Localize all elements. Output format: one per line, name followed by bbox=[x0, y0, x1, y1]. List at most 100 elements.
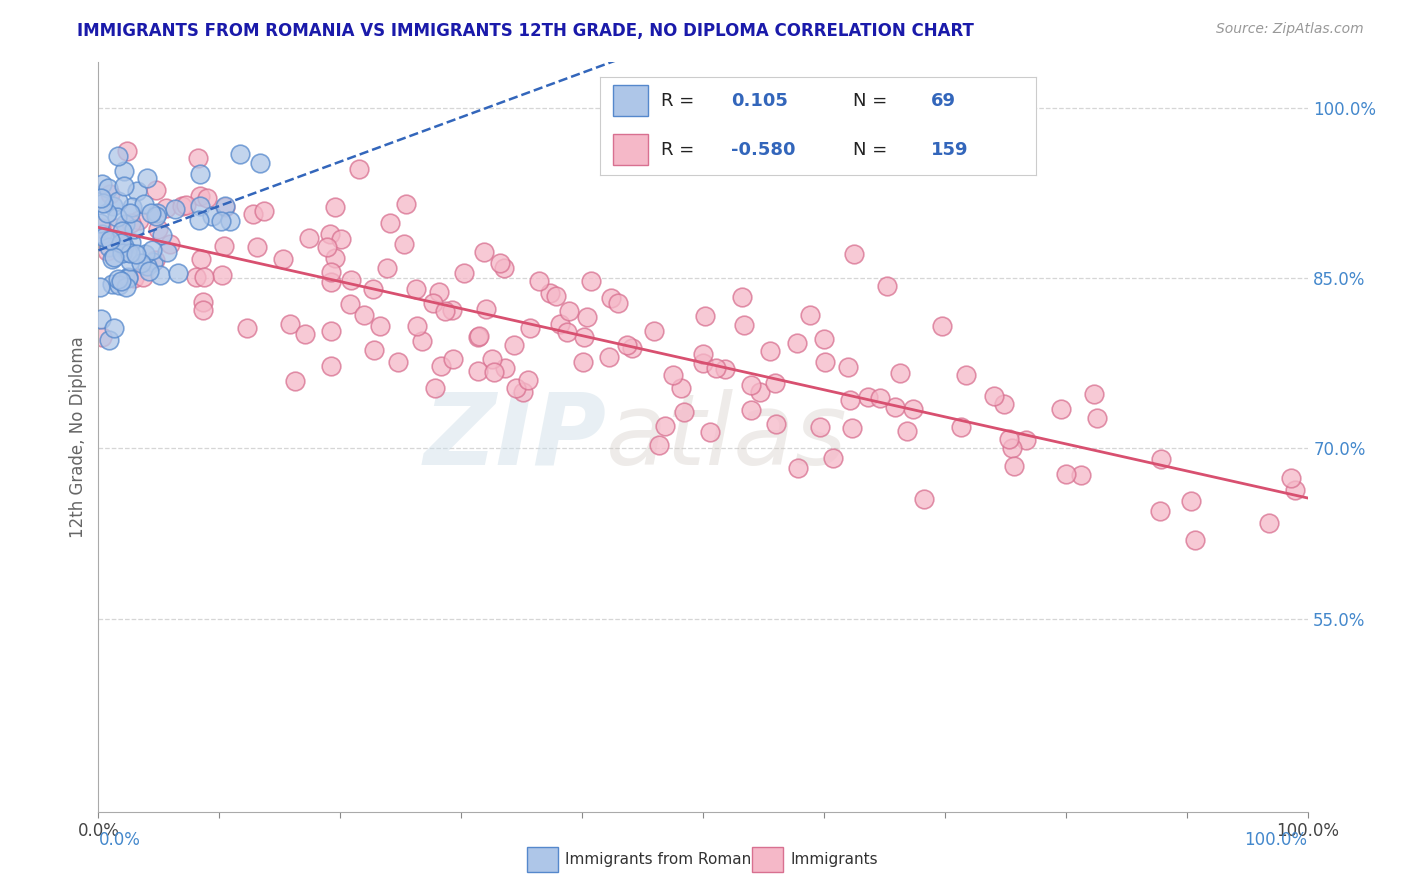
Point bbox=[143, 253, 166, 268]
Point bbox=[170, 199, 193, 213]
Point bbox=[519, 320, 541, 334]
Point bbox=[347, 161, 370, 176]
Point bbox=[733, 318, 755, 332]
Point bbox=[149, 268, 172, 283]
Point bbox=[236, 321, 259, 335]
Point bbox=[125, 247, 148, 261]
Point bbox=[468, 329, 491, 343]
Point bbox=[422, 296, 444, 310]
Point bbox=[494, 361, 516, 376]
Point bbox=[319, 359, 342, 373]
Point bbox=[394, 236, 416, 251]
Point bbox=[931, 319, 953, 334]
Point bbox=[111, 241, 134, 255]
Point bbox=[1085, 410, 1108, 425]
Point bbox=[122, 271, 145, 285]
Point bbox=[740, 378, 762, 392]
Point bbox=[188, 189, 211, 203]
Point bbox=[107, 194, 129, 208]
Point bbox=[467, 329, 489, 343]
Point bbox=[903, 402, 925, 417]
Point bbox=[141, 243, 163, 257]
Point bbox=[110, 274, 132, 288]
Point bbox=[112, 179, 135, 194]
Point bbox=[405, 282, 427, 296]
Point bbox=[813, 332, 835, 346]
Point bbox=[118, 246, 141, 260]
Point bbox=[124, 222, 146, 236]
Point bbox=[105, 220, 128, 235]
Point bbox=[89, 216, 111, 230]
Point bbox=[145, 183, 167, 197]
Point bbox=[1149, 504, 1171, 518]
Point bbox=[96, 206, 118, 220]
Point bbox=[643, 324, 665, 338]
Point bbox=[765, 417, 787, 431]
Point bbox=[139, 205, 162, 219]
Point bbox=[115, 245, 138, 260]
Point bbox=[453, 266, 475, 280]
Point bbox=[165, 202, 187, 216]
Point bbox=[672, 405, 695, 419]
Point bbox=[706, 361, 728, 376]
Point bbox=[114, 217, 136, 231]
Point bbox=[813, 355, 835, 369]
Point bbox=[214, 199, 236, 213]
Point bbox=[319, 276, 342, 290]
Point bbox=[107, 277, 129, 292]
Point bbox=[107, 272, 129, 286]
Point bbox=[284, 374, 307, 388]
Point bbox=[441, 351, 464, 366]
Point bbox=[105, 211, 128, 225]
Point bbox=[527, 274, 550, 288]
Point bbox=[427, 285, 450, 300]
Point bbox=[440, 302, 463, 317]
Point bbox=[118, 205, 141, 219]
Point bbox=[1015, 434, 1038, 448]
Point bbox=[145, 210, 167, 224]
Point bbox=[998, 432, 1021, 446]
Point bbox=[1001, 441, 1024, 455]
Point bbox=[1279, 471, 1302, 485]
Point bbox=[96, 244, 118, 258]
Point bbox=[98, 187, 121, 202]
Point bbox=[112, 239, 135, 253]
Point bbox=[387, 355, 409, 369]
Point bbox=[489, 255, 512, 269]
Point bbox=[98, 233, 121, 247]
Point bbox=[837, 359, 859, 374]
Point bbox=[889, 366, 911, 380]
Point bbox=[319, 325, 342, 339]
Point bbox=[1284, 483, 1306, 498]
Point bbox=[323, 200, 346, 214]
Point bbox=[699, 425, 721, 439]
Point bbox=[842, 247, 865, 261]
Point bbox=[671, 381, 693, 395]
Point bbox=[152, 228, 174, 243]
Point bbox=[502, 337, 524, 351]
Point bbox=[661, 368, 683, 383]
Point bbox=[115, 280, 138, 294]
Point bbox=[433, 303, 456, 318]
Point bbox=[330, 232, 353, 246]
Point bbox=[492, 260, 515, 275]
Point bbox=[607, 295, 630, 310]
Point bbox=[110, 235, 132, 250]
Point bbox=[1150, 452, 1173, 467]
Point bbox=[128, 213, 150, 227]
Point bbox=[242, 207, 264, 221]
Point bbox=[187, 212, 209, 227]
Point bbox=[155, 201, 177, 215]
Point bbox=[544, 289, 567, 303]
Point bbox=[135, 259, 157, 273]
Text: Source: ZipAtlas.com: Source: ZipAtlas.com bbox=[1216, 22, 1364, 37]
Point bbox=[363, 343, 385, 357]
Point bbox=[91, 330, 114, 344]
Point bbox=[600, 291, 623, 305]
Point bbox=[278, 317, 301, 331]
Point bbox=[90, 177, 112, 191]
Point bbox=[167, 266, 190, 280]
Point bbox=[174, 197, 197, 211]
Point bbox=[884, 400, 907, 414]
Point bbox=[103, 250, 125, 264]
